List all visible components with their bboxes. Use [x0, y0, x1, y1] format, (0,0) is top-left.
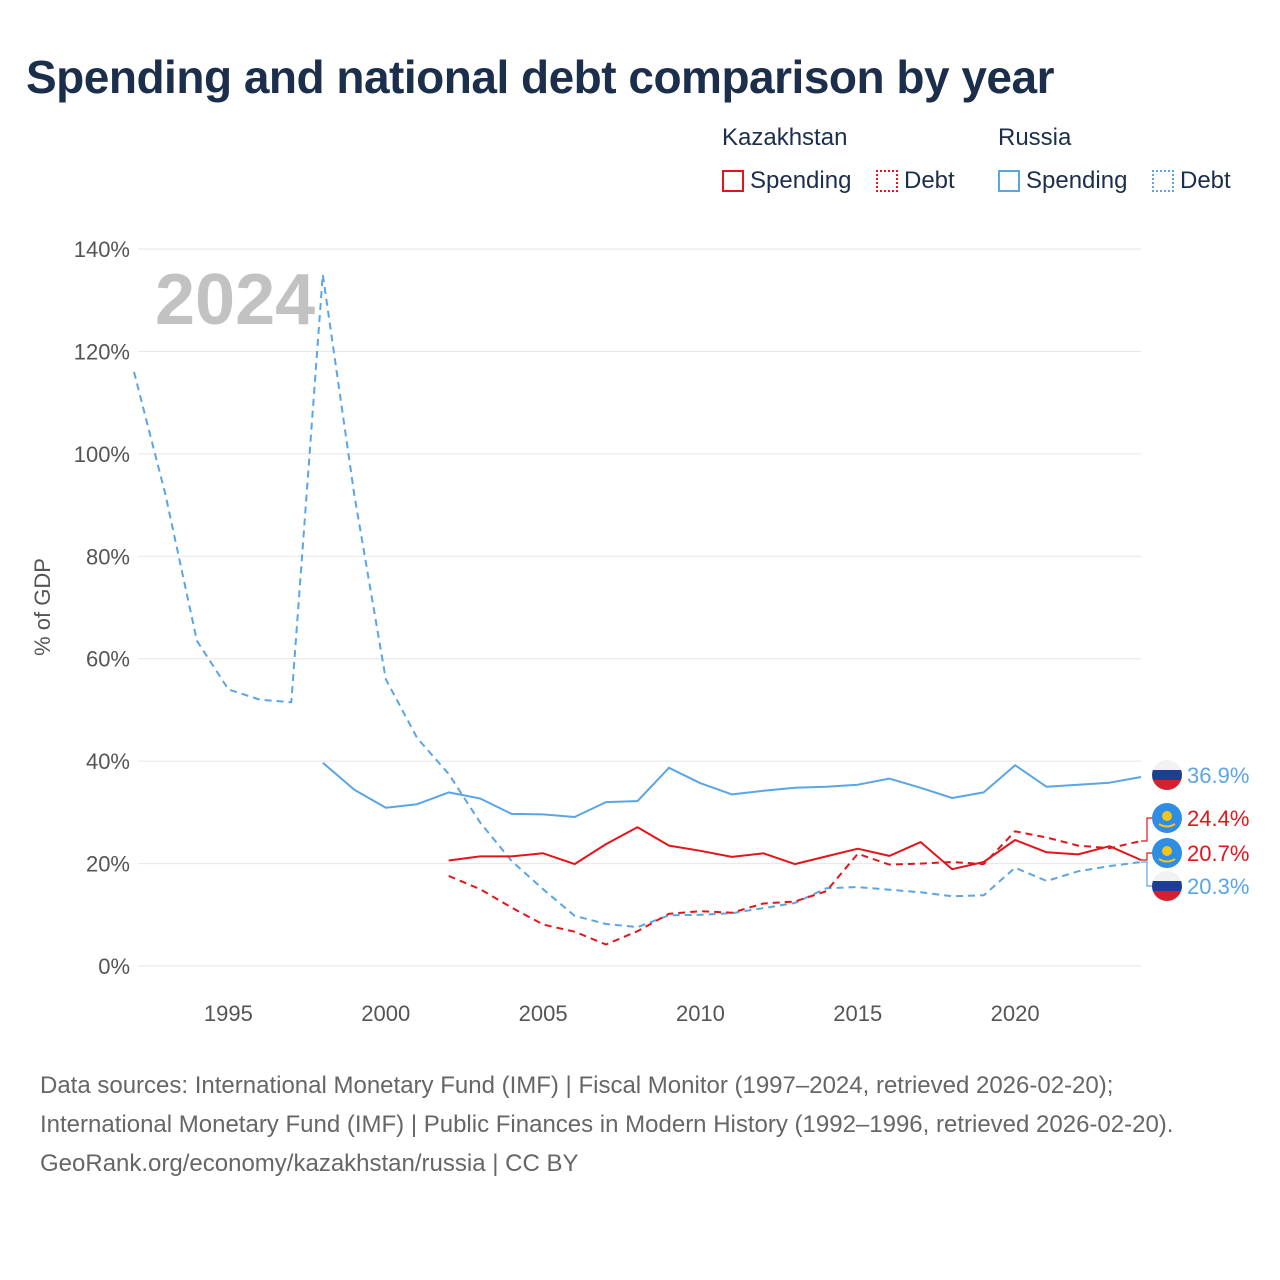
legend-group-russia: Russia	[998, 124, 1072, 151]
y-tick-label: 80%	[86, 544, 130, 569]
y-tick-label: 140%	[74, 237, 130, 262]
russia-debt-swatch	[1152, 170, 1174, 192]
x-tick-label: 1995	[204, 1001, 253, 1026]
x-tick-label: 2005	[519, 1001, 568, 1026]
y-tick-label: 0%	[98, 954, 130, 979]
leader-line	[1141, 861, 1153, 887]
kazakhstan-flag-icon	[1152, 803, 1182, 833]
series-line-russia-debt	[133, 273, 1142, 929]
legend-label: Spending	[1026, 167, 1128, 194]
russia-flag-icon	[1152, 871, 1182, 901]
x-tick-label: 2015	[833, 1001, 882, 1026]
x-tick-label: 2010	[676, 1001, 725, 1026]
y-tick-label: 120%	[74, 339, 130, 364]
legend-item-russia-spending[interactable]: Spending	[998, 166, 1127, 196]
legend-label: Debt	[1180, 167, 1231, 194]
russia-spending-swatch	[998, 170, 1020, 192]
legend-label: Spending	[750, 167, 852, 194]
legend-item-kazakhstan-spending[interactable]: Spending	[722, 166, 851, 196]
attribution-link[interactable]: GeoRank.org/economy/kazakhstan/russia | …	[40, 1150, 579, 1177]
end-value-label: 20.7%	[1187, 841, 1249, 866]
data-sources: Data sources: International Monetary Fun…	[40, 1072, 1174, 1138]
leader-line	[1141, 852, 1153, 861]
series-line-kazakhstan-debt	[448, 830, 1142, 946]
kazakhstan-debt-swatch	[876, 170, 898, 192]
line-chart: 2024 % of GDP 0% 20% 40% 60% 80% 100% 120% 140%…	[30, 237, 1249, 1026]
x-tick-label: 2000	[361, 1001, 410, 1026]
chart-title: Spending and national debt comparison by…	[26, 51, 1055, 103]
series-line-russia-spending	[322, 761, 1142, 818]
gridlines	[138, 248, 1141, 967]
end-value-label: 24.4%	[1187, 806, 1249, 831]
legend-group-kazakhstan: Kazakhstan	[722, 124, 848, 151]
russia-flag-icon	[1152, 760, 1182, 790]
end-labels: 36.9% 24.4% 20.7% 20.3%	[1141, 760, 1249, 901]
series-lines	[133, 273, 1142, 946]
end-value-label: 20.3%	[1187, 874, 1249, 899]
end-value-label: 36.9%	[1187, 763, 1249, 788]
kazakhstan-flag-icon	[1152, 838, 1182, 868]
y-axis-label: % of GDP	[30, 558, 55, 656]
leader-line	[1141, 817, 1153, 842]
series-line-kazakhstan-spending	[448, 826, 1142, 871]
kazakhstan-spending-swatch	[722, 170, 744, 192]
legend-item-russia-debt[interactable]: Debt	[1152, 166, 1231, 196]
y-tick-label: 100%	[74, 442, 130, 467]
y-tick-label: 60%	[86, 647, 130, 672]
x-tick-label: 2020	[991, 1001, 1040, 1026]
year-watermark: 2024	[155, 260, 315, 340]
y-axis-ticks: 0% 20% 40% 60% 80% 100% 120% 140%	[74, 237, 130, 979]
y-tick-label: 40%	[86, 749, 130, 774]
x-axis-ticks: 1995 2000 2005 2010 2015 2020	[204, 1001, 1040, 1026]
y-tick-label: 20%	[86, 852, 130, 877]
footer: Data sources: International Monetary Fun…	[40, 1066, 1240, 1183]
legend-item-kazakhstan-debt[interactable]: Debt	[876, 166, 955, 196]
legend-label: Debt	[904, 167, 955, 194]
